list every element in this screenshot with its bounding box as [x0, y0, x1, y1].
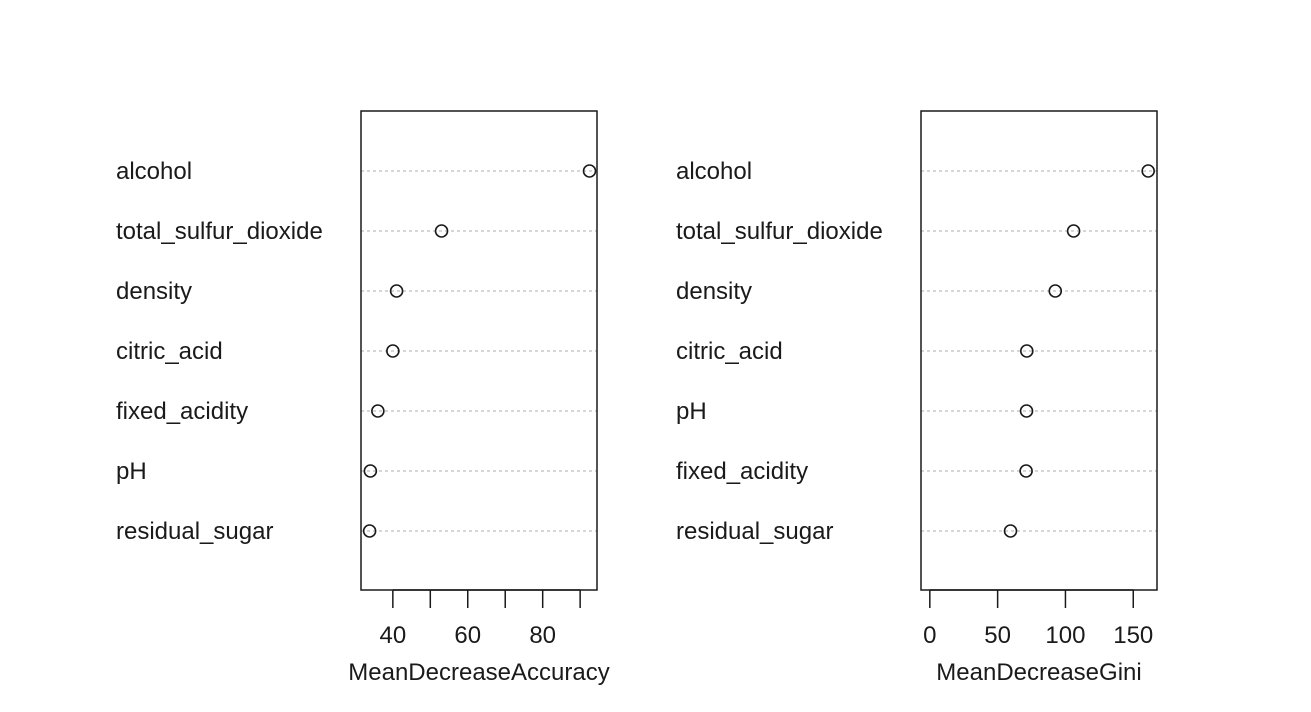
data-point	[1048, 284, 1063, 298]
category-label: pH	[676, 398, 707, 425]
category-label: total_sulfur_dioxide	[116, 218, 323, 245]
x-tick-label: 40	[379, 622, 406, 649]
x-tick-label: 0	[923, 622, 936, 649]
category-label: alcohol	[116, 158, 192, 185]
data-point	[363, 464, 378, 478]
category-label: fixed_acidity	[676, 458, 808, 485]
data-point	[389, 284, 404, 298]
category-label: alcohol	[676, 158, 752, 185]
x-tick-label: 80	[529, 622, 556, 649]
category-label: residual_sugar	[116, 518, 273, 545]
data-point	[1019, 464, 1033, 478]
data-point	[1141, 164, 1155, 178]
category-label: citric_acid	[116, 338, 223, 365]
data-point	[1003, 524, 1018, 538]
data-point	[1066, 224, 1081, 238]
x-tick-label: 50	[984, 622, 1011, 649]
category-label: citric_acid	[676, 338, 783, 365]
data-point	[434, 224, 449, 238]
category-label: pH	[116, 458, 147, 485]
data-point	[1019, 344, 1034, 358]
category-label: density	[676, 278, 752, 305]
x-tick-label: 60	[454, 622, 481, 649]
x-axis-title: MeanDecreaseGini	[936, 659, 1141, 686]
category-label: total_sulfur_dioxide	[676, 218, 883, 245]
data-point	[362, 524, 377, 538]
x-axis-title: MeanDecreaseAccuracy	[348, 659, 609, 686]
category-label: residual_sugar	[676, 518, 833, 545]
data-point	[1019, 404, 1034, 418]
x-tick-label: 150	[1113, 622, 1153, 649]
data-point	[371, 404, 385, 418]
x-tick-label: 100	[1045, 622, 1085, 649]
data-point	[386, 344, 400, 358]
data-point	[582, 164, 597, 178]
category-label: fixed_acidity	[116, 398, 248, 425]
category-label: density	[116, 278, 192, 305]
